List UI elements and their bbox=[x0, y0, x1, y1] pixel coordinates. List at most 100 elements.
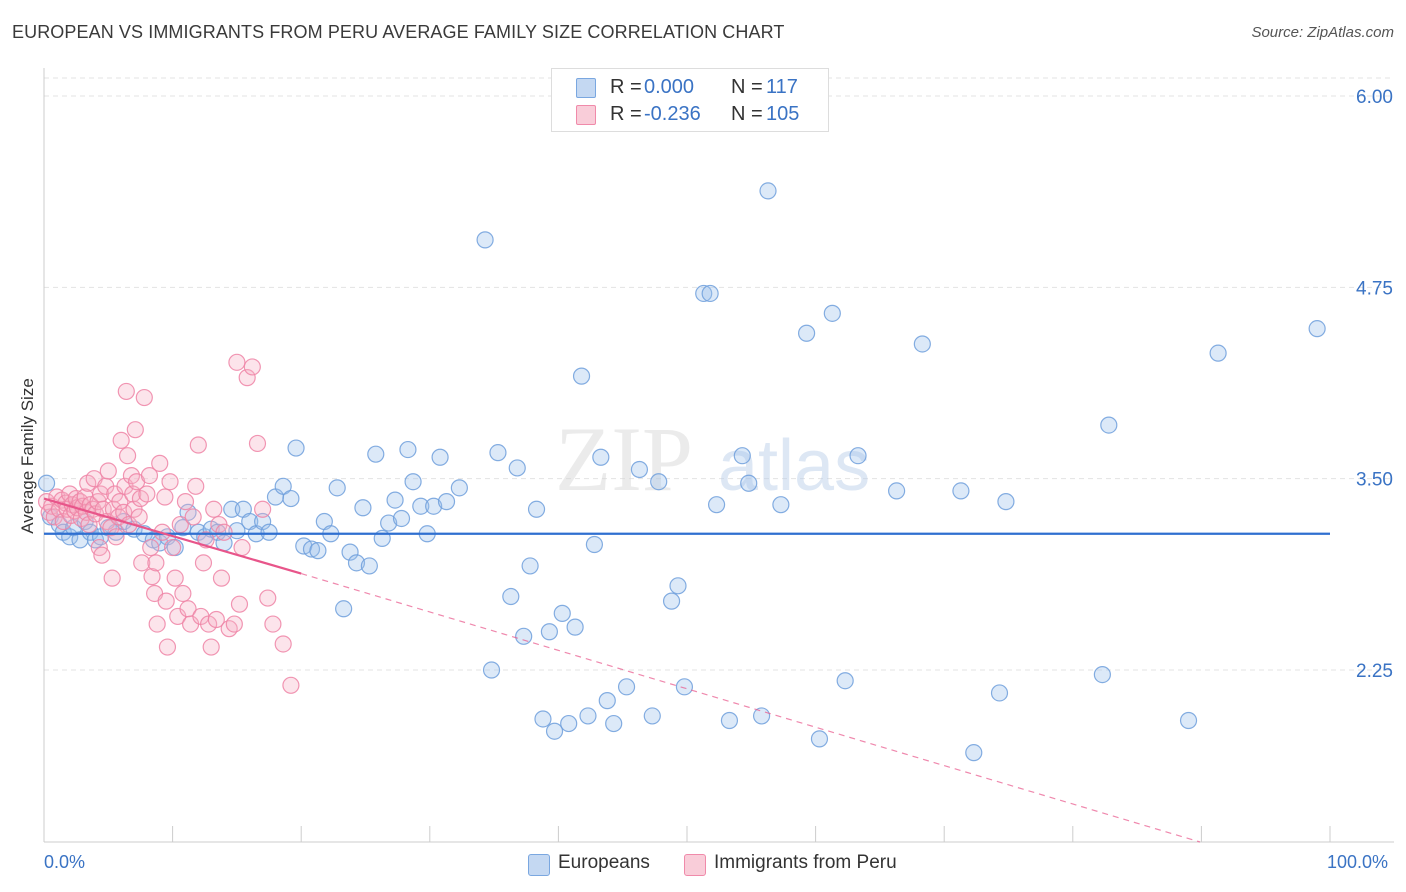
point-peru bbox=[274, 635, 292, 653]
point-peru bbox=[233, 538, 251, 557]
point-europeans bbox=[1093, 665, 1111, 684]
point-peru bbox=[103, 569, 121, 587]
point-europeans bbox=[572, 367, 591, 385]
point-europeans bbox=[354, 499, 372, 517]
point-peru bbox=[93, 546, 111, 564]
watermark: ZIP atlas bbox=[555, 408, 870, 510]
chart-title: EUROPEAN VS IMMIGRANTS FROM PERU AVERAGE… bbox=[12, 22, 785, 42]
trend-line-peru bbox=[43, 497, 302, 575]
point-peru bbox=[264, 615, 282, 633]
point-europeans bbox=[37, 474, 56, 492]
point-europeans bbox=[662, 592, 681, 610]
point-europeans bbox=[707, 496, 726, 514]
point-europeans bbox=[399, 440, 417, 459]
point-europeans bbox=[274, 477, 292, 495]
y-tick-label: 3.50 bbox=[1356, 470, 1393, 491]
point-peru bbox=[142, 538, 160, 557]
point-europeans bbox=[341, 543, 359, 561]
point-europeans bbox=[302, 540, 321, 558]
point-europeans bbox=[179, 503, 197, 521]
point-europeans bbox=[545, 722, 564, 740]
x-tick-label-max: 100.0% bbox=[1327, 852, 1389, 872]
y-tick-label: 6.00 bbox=[1356, 87, 1393, 108]
point-europeans bbox=[579, 707, 597, 725]
point-peru bbox=[151, 454, 169, 472]
point-europeans bbox=[759, 182, 777, 200]
point-europeans bbox=[643, 707, 661, 725]
point-europeans bbox=[254, 512, 272, 531]
point-europeans bbox=[740, 474, 758, 492]
watermark-atlas: atlas bbox=[718, 426, 870, 506]
point-peru bbox=[166, 569, 184, 587]
legend-n-value: 117 bbox=[766, 76, 798, 98]
point-peru bbox=[112, 431, 130, 449]
point-europeans bbox=[540, 623, 558, 641]
point-europeans bbox=[585, 535, 604, 554]
legend-n-value: 105 bbox=[766, 103, 800, 125]
axes bbox=[43, 68, 1394, 843]
point-europeans bbox=[476, 231, 494, 249]
point-europeans bbox=[328, 479, 346, 497]
point-europeans bbox=[1179, 711, 1198, 730]
y-tick-label: 2.25 bbox=[1356, 661, 1393, 682]
point-europeans bbox=[502, 587, 520, 606]
point-peru bbox=[212, 569, 231, 587]
point-peru bbox=[184, 508, 202, 526]
correlation-legend: R = 0.000 N = 117 R = -0.236 N = 105 bbox=[551, 68, 829, 132]
legend-swatch-europeans bbox=[576, 78, 596, 98]
point-europeans bbox=[733, 447, 751, 465]
point-peru bbox=[138, 485, 156, 503]
bottom-legend-swatch-peru bbox=[684, 854, 706, 876]
point-europeans bbox=[888, 482, 906, 500]
point-europeans bbox=[598, 692, 616, 710]
point-europeans bbox=[630, 460, 649, 479]
point-peru bbox=[118, 447, 137, 465]
point-europeans bbox=[534, 710, 552, 728]
point-europeans bbox=[450, 479, 468, 497]
point-europeans bbox=[836, 672, 854, 690]
point-europeans bbox=[489, 444, 507, 462]
point-peru bbox=[202, 638, 220, 656]
point-europeans bbox=[425, 497, 443, 515]
legend-r-label: R = bbox=[610, 76, 642, 98]
point-europeans bbox=[404, 473, 422, 491]
point-peru bbox=[176, 493, 195, 511]
point-europeans bbox=[849, 447, 867, 465]
point-europeans bbox=[335, 600, 353, 618]
point-europeans bbox=[605, 714, 623, 733]
legend-swatch-peru bbox=[576, 105, 596, 125]
trend-lines bbox=[43, 497, 1330, 843]
point-peru bbox=[282, 676, 300, 694]
point-europeans bbox=[617, 678, 636, 696]
legend-n-label: N = bbox=[731, 103, 763, 125]
point-europeans bbox=[174, 519, 192, 537]
point-peru bbox=[238, 369, 256, 387]
point-europeans bbox=[309, 542, 327, 560]
point-peru bbox=[228, 353, 246, 371]
bottom-legend-label-peru: Immigrants from Peru bbox=[714, 852, 897, 873]
point-europeans bbox=[997, 493, 1015, 511]
point-europeans bbox=[810, 730, 829, 748]
point-europeans bbox=[797, 324, 816, 342]
point-peru bbox=[157, 592, 175, 610]
point-peru bbox=[189, 436, 207, 454]
point-peru bbox=[161, 473, 179, 491]
y-tick-labels: 2.25 3.50 4.75 6.00 bbox=[1356, 87, 1393, 682]
point-peru bbox=[174, 584, 192, 603]
point-europeans bbox=[1308, 320, 1326, 338]
point-peru bbox=[248, 434, 267, 453]
point-peru bbox=[254, 500, 272, 518]
point-europeans bbox=[752, 707, 771, 725]
point-peru bbox=[230, 595, 249, 613]
bottom-legend-swatch-europeans bbox=[528, 854, 550, 876]
bottom-legend-label-europeans: Europeans bbox=[558, 852, 650, 873]
x-tick-label-min: 0.0% bbox=[44, 852, 86, 872]
legend-n-label: N = bbox=[731, 76, 763, 98]
point-europeans bbox=[260, 523, 278, 541]
point-peru bbox=[158, 638, 177, 656]
point-europeans bbox=[566, 618, 584, 636]
point-peru bbox=[99, 462, 117, 480]
point-peru bbox=[143, 568, 161, 586]
y-tick-label: 4.75 bbox=[1356, 278, 1393, 299]
point-europeans bbox=[287, 439, 305, 457]
